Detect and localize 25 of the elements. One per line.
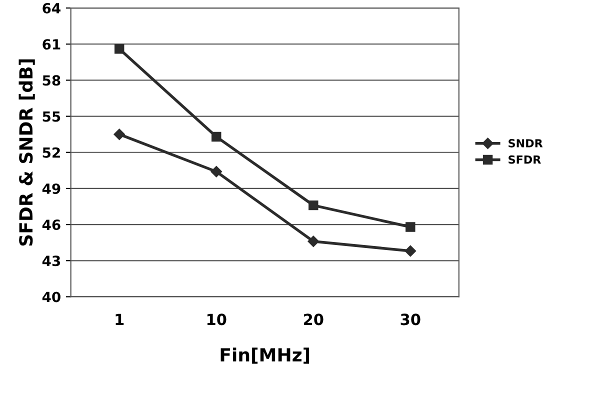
x-tick-label: 30 <box>400 314 420 326</box>
point <box>212 132 222 142</box>
point <box>210 166 222 178</box>
y-tick-label: 64 <box>42 3 60 14</box>
point <box>114 44 124 54</box>
x-tick-label: 1 <box>116 314 124 326</box>
y-tick-label: 55 <box>42 111 60 122</box>
legend-label: SNDR <box>508 139 543 148</box>
legend-label: SFDR <box>508 155 541 164</box>
y-tick-label: 46 <box>42 220 60 230</box>
point <box>404 245 416 257</box>
x-tick-label: 20 <box>304 314 324 326</box>
y-tick-label: 43 <box>42 256 60 266</box>
x-axis-title: Fin[MHz] <box>220 348 310 364</box>
point <box>406 222 416 232</box>
y-tick-label: 40 <box>42 292 60 302</box>
y-axis-title: SFDR & SNDR [dB] <box>18 59 35 246</box>
y-tick-label: 49 <box>42 183 60 194</box>
y-tick-label: 61 <box>42 39 60 50</box>
point <box>114 128 125 140</box>
point <box>308 236 319 248</box>
y-tick-label: 52 <box>42 147 60 158</box>
point <box>308 200 318 210</box>
x-tick-label: 10 <box>207 314 226 326</box>
y-tick-label: 58 <box>42 75 60 86</box>
